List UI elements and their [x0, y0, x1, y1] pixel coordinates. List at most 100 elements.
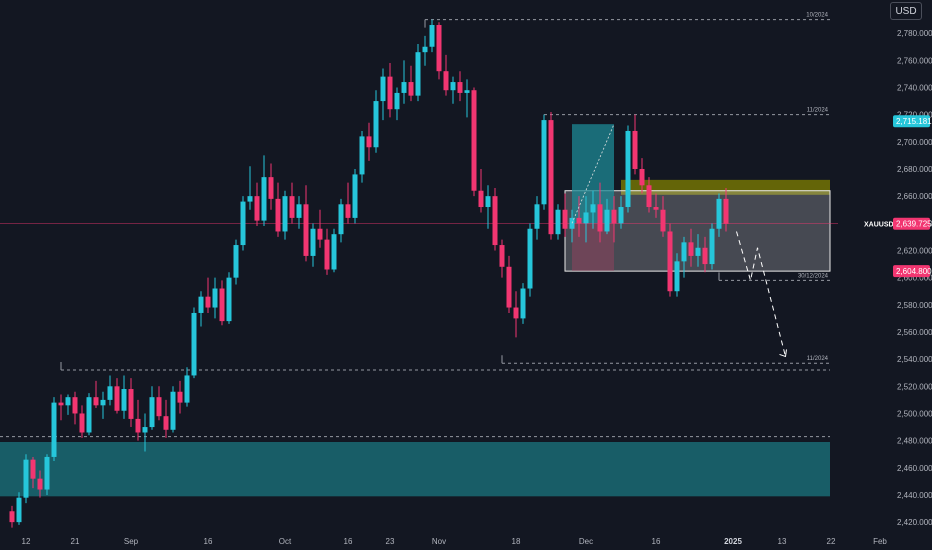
candle-up	[16, 497, 22, 523]
candle-up	[527, 228, 533, 289]
y-axis[interactable]: 2,420.000 2,440.000 2,460.000 2,480.000 2,50…	[864, 29, 932, 527]
x-axis[interactable]: 12 21 Sep 16 Oct 16 23 Nov 18 Dec 16 2025 13 22 Feb	[22, 537, 888, 546]
candle-down	[317, 228, 323, 240]
x-tick-label: 16	[652, 537, 661, 546]
y-tick-label: 2,660.000	[897, 192, 932, 201]
y-tick-label: 2,700.000	[897, 138, 932, 147]
candle-down	[30, 459, 36, 479]
x-tick-label: Sep	[124, 537, 139, 546]
overlay-layer	[571, 124, 787, 358]
candle-up	[415, 52, 421, 96]
x-tick-label: 16	[204, 537, 213, 546]
candle-down	[366, 136, 372, 148]
candle-up	[170, 391, 176, 430]
x-tick-label: 21	[71, 537, 80, 546]
x-tick-label: 22	[827, 537, 836, 546]
candle-down	[345, 204, 351, 218]
x-tick-label: 23	[386, 537, 395, 546]
candle-down	[303, 204, 309, 256]
candle-down	[471, 90, 477, 191]
candle-down	[688, 242, 694, 256]
x-tick-label: Nov	[432, 537, 446, 546]
x-tick-label: 16	[344, 537, 353, 546]
candle-down	[646, 185, 652, 208]
candle-down	[324, 239, 330, 270]
candle-up	[359, 136, 365, 175]
candle-down	[289, 196, 295, 218]
candle-up	[716, 198, 722, 229]
candle-up	[65, 397, 71, 406]
currency-button[interactable]: USD	[890, 2, 922, 20]
candle-down	[702, 247, 708, 265]
price-tag-label: 2,604.800	[896, 267, 932, 276]
candle-up	[191, 312, 197, 376]
candle-down	[408, 82, 414, 96]
y-tick-label: 2,500.000	[897, 409, 932, 418]
y-tick-label: 2,600.000	[897, 274, 932, 283]
candle-up	[296, 204, 302, 218]
trend-line	[571, 124, 615, 224]
y-tick-label: 2,620.000	[897, 246, 932, 255]
candle-up	[464, 90, 470, 93]
symbol-label: XAUUSD	[864, 222, 894, 229]
candle-down	[128, 389, 134, 419]
y-tick-label: 2,580.000	[897, 301, 932, 310]
candle-down	[548, 120, 554, 235]
x-tick-label: 13	[778, 537, 787, 546]
candle-up	[394, 92, 400, 110]
candle-up	[226, 277, 232, 322]
candle-up	[121, 389, 127, 411]
x-tick-label: 2025	[724, 537, 742, 546]
level-label: 11/2024	[807, 356, 829, 362]
candle-up	[373, 101, 379, 148]
projection-arrowhead	[779, 349, 787, 358]
candle-down	[177, 391, 183, 403]
price-tag	[893, 217, 930, 230]
candle-down	[443, 71, 449, 91]
y-tick-label: 2,520.000	[897, 382, 932, 391]
y-tick-label: 2,460.000	[897, 464, 932, 473]
candle-down	[513, 307, 519, 319]
candle-down	[163, 416, 169, 430]
candle-down	[660, 209, 666, 232]
candle-down	[611, 209, 617, 224]
candle-down	[499, 245, 505, 267]
candle-up	[429, 25, 435, 47]
y-tick-label: 2,560.000	[897, 328, 932, 337]
candle-up	[247, 196, 253, 202]
candle-up	[233, 245, 239, 278]
candle-down	[723, 198, 729, 224]
candle-up	[583, 212, 589, 224]
price-tag-label: 2,715.181	[896, 117, 932, 126]
candle-down	[9, 511, 15, 523]
candle-down	[597, 204, 603, 232]
y-tick-label: 2,480.000	[897, 437, 932, 446]
candle-down	[457, 82, 463, 93]
candle-up	[44, 456, 50, 490]
candle-up	[450, 82, 456, 91]
candle-down	[387, 76, 393, 110]
x-tick-label: Feb	[873, 537, 887, 546]
candle-up	[681, 242, 687, 262]
candle-up	[261, 177, 267, 221]
candle-down	[37, 478, 43, 490]
candle-up	[86, 397, 92, 433]
candle-up	[422, 46, 428, 53]
candle-down	[506, 266, 512, 308]
candle-up	[401, 82, 407, 93]
candle-up	[695, 247, 701, 256]
candle-down	[576, 217, 582, 224]
candle-down	[667, 231, 673, 292]
candle-up	[520, 288, 526, 319]
level-label: 11/2024	[807, 108, 829, 114]
candle-up	[51, 402, 57, 457]
candle-down	[79, 413, 85, 433]
price-tag	[893, 265, 930, 278]
candle-up	[618, 207, 624, 224]
candle-up	[541, 120, 547, 205]
y-tick-label: 2,420.000	[897, 518, 932, 527]
y-tick-label: 2,720.000	[897, 111, 932, 120]
candle-down	[639, 168, 645, 186]
support-zone	[0, 441, 830, 497]
